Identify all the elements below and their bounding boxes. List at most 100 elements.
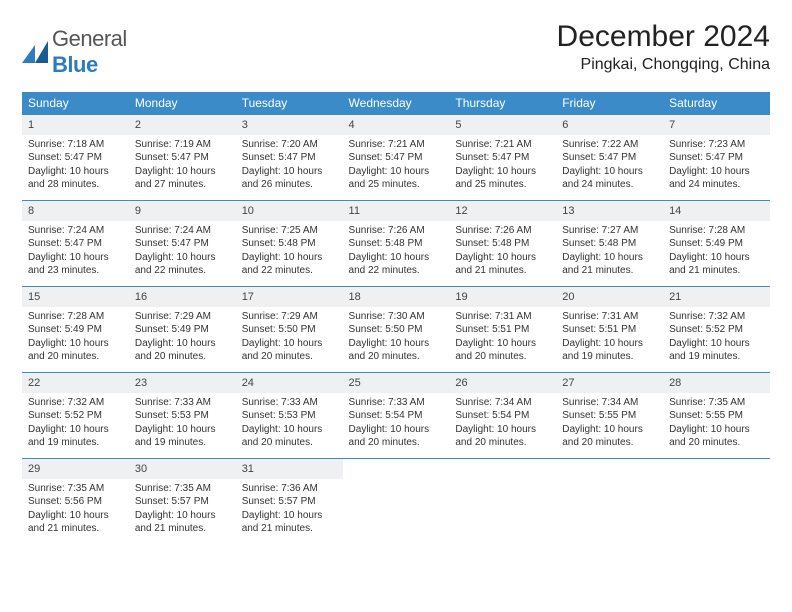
day-header: Wednesday bbox=[343, 92, 450, 115]
sunrise: Sunrise: 7:35 AM bbox=[28, 482, 123, 496]
sunset: Sunset: 5:54 PM bbox=[455, 409, 550, 423]
day-header: Saturday bbox=[663, 92, 770, 115]
daylight: Daylight: 10 hours and 21 minutes. bbox=[669, 251, 764, 278]
date-number: 18 bbox=[343, 287, 450, 307]
daylight: Daylight: 10 hours and 19 minutes. bbox=[669, 337, 764, 364]
sunset: Sunset: 5:51 PM bbox=[562, 323, 657, 337]
date-number: 23 bbox=[129, 373, 236, 393]
sunrise: Sunrise: 7:33 AM bbox=[242, 396, 337, 410]
sunset: Sunset: 5:53 PM bbox=[242, 409, 337, 423]
sunrise: Sunrise: 7:21 AM bbox=[349, 138, 444, 152]
day-details: Sunrise: 7:29 AMSunset: 5:50 PMDaylight:… bbox=[236, 307, 343, 366]
day-cell: 26 Sunrise: 7:34 AMSunset: 5:54 PMDayligh… bbox=[449, 373, 556, 459]
day-cell: 25Sunrise: 7:33 AMSunset: 5:54 PMDayligh… bbox=[343, 373, 450, 459]
daylight: Daylight: 10 hours and 19 minutes. bbox=[28, 423, 123, 450]
sunset: Sunset: 5:52 PM bbox=[28, 409, 123, 423]
sunrise: Sunrise: 7:33 AM bbox=[135, 396, 230, 410]
daylight: Daylight: 10 hours and 20 minutes. bbox=[349, 337, 444, 364]
day-details: Sunrise: 7:35 AMSunset: 5:55 PMDaylight:… bbox=[663, 393, 770, 452]
sunrise: Sunrise: 7:36 AM bbox=[242, 482, 337, 496]
day-header: Sunday bbox=[22, 92, 129, 115]
sunset: Sunset: 5:53 PM bbox=[135, 409, 230, 423]
daylight: Daylight: 10 hours and 25 minutes. bbox=[455, 165, 550, 192]
day-cell: 14Sunrise: 7:28 AMSunset: 5:49 PMDayligh… bbox=[663, 201, 770, 287]
date-number: 21 bbox=[663, 287, 770, 307]
date-number: 27 bbox=[556, 373, 663, 393]
day-cell: 23Sunrise: 7:33 AMSunset: 5:53 PMDayligh… bbox=[129, 373, 236, 459]
sunset: Sunset: 5:50 PM bbox=[349, 323, 444, 337]
logo: General Blue bbox=[22, 26, 127, 78]
date-number: 2 bbox=[129, 115, 236, 135]
sunset: Sunset: 5:47 PM bbox=[455, 151, 550, 165]
title-block: December 2024 Pingkai, Chongqing, China bbox=[557, 20, 770, 74]
daylight: Daylight: 10 hours and 20 minutes. bbox=[135, 337, 230, 364]
day-cell: 1Sunrise: 7:18 AMSunset: 5:47 PMDaylight… bbox=[22, 115, 129, 201]
daylight: Daylight: 10 hours and 22 minutes. bbox=[135, 251, 230, 278]
sunset: Sunset: 5:50 PM bbox=[242, 323, 337, 337]
logo-part2: Blue bbox=[52, 52, 98, 77]
day-details: Sunrise: 7:34 AMSunset: 5:55 PMDaylight:… bbox=[556, 393, 663, 452]
day-cell bbox=[663, 459, 770, 545]
day-details: Sunrise: 7:26 AMSunset: 5:48 PMDaylight:… bbox=[449, 221, 556, 280]
date-number: 19 bbox=[449, 287, 556, 307]
date-number: 6 bbox=[556, 115, 663, 135]
daylight: Daylight: 10 hours and 19 minutes. bbox=[562, 337, 657, 364]
day-details: Sunrise: 7:18 AMSunset: 5:47 PMDaylight:… bbox=[22, 135, 129, 194]
day-details: Sunrise: 7:35 AMSunset: 5:57 PMDaylight:… bbox=[129, 479, 236, 538]
sunset: Sunset: 5:48 PM bbox=[562, 237, 657, 251]
day-details: Sunrise: 7:32 AMSunset: 5:52 PMDaylight:… bbox=[22, 393, 129, 452]
day-cell: 17Sunrise: 7:29 AMSunset: 5:50 PMDayligh… bbox=[236, 287, 343, 373]
day-header: Tuesday bbox=[236, 92, 343, 115]
sunset: Sunset: 5:56 PM bbox=[28, 495, 123, 509]
day-details: Sunrise: 7:26 AMSunset: 5:48 PMDaylight:… bbox=[343, 221, 450, 280]
day-cell: 5Sunrise: 7:21 AMSunset: 5:47 PMDaylight… bbox=[449, 115, 556, 201]
daylight: Daylight: 10 hours and 20 minutes. bbox=[455, 423, 550, 450]
logo-part1: General bbox=[52, 26, 127, 51]
daylight: Daylight: 10 hours and 27 minutes. bbox=[135, 165, 230, 192]
week-row: 1Sunrise: 7:18 AMSunset: 5:47 PMDaylight… bbox=[22, 115, 770, 201]
day-cell: 13Sunrise: 7:27 AMSunset: 5:48 PMDayligh… bbox=[556, 201, 663, 287]
logo-text: General Blue bbox=[52, 26, 127, 78]
date-number: 16 bbox=[129, 287, 236, 307]
sunset: Sunset: 5:47 PM bbox=[562, 151, 657, 165]
day-cell: 20Sunrise: 7:31 AMSunset: 5:51 PMDayligh… bbox=[556, 287, 663, 373]
daylight: Daylight: 10 hours and 20 minutes. bbox=[242, 337, 337, 364]
sunrise: Sunrise: 7:29 AM bbox=[242, 310, 337, 324]
day-details: Sunrise: 7:24 AMSunset: 5:47 PMDaylight:… bbox=[129, 221, 236, 280]
day-cell: 27Sunrise: 7:34 AMSunset: 5:55 PMDayligh… bbox=[556, 373, 663, 459]
daylight: Daylight: 10 hours and 21 minutes. bbox=[562, 251, 657, 278]
sunset: Sunset: 5:57 PM bbox=[242, 495, 337, 509]
day-header-row: Sunday Monday Tuesday Wednesday Thursday… bbox=[22, 92, 770, 115]
day-details: Sunrise: 7:21 AMSunset: 5:47 PMDaylight:… bbox=[343, 135, 450, 194]
day-cell: 16Sunrise: 7:29 AMSunset: 5:49 PMDayligh… bbox=[129, 287, 236, 373]
day-details: Sunrise: 7:28 AMSunset: 5:49 PMDaylight:… bbox=[663, 221, 770, 280]
daylight: Daylight: 10 hours and 20 minutes. bbox=[349, 423, 444, 450]
day-cell: 6Sunrise: 7:22 AMSunset: 5:47 PMDaylight… bbox=[556, 115, 663, 201]
day-cell: 21Sunrise: 7:32 AMSunset: 5:52 PMDayligh… bbox=[663, 287, 770, 373]
day-cell: 3Sunrise: 7:20 AMSunset: 5:47 PMDaylight… bbox=[236, 115, 343, 201]
sunset: Sunset: 5:51 PM bbox=[455, 323, 550, 337]
sunrise: Sunrise: 7:32 AM bbox=[28, 396, 123, 410]
sunset: Sunset: 5:47 PM bbox=[242, 151, 337, 165]
day-details: Sunrise: 7:25 AMSunset: 5:48 PMDaylight:… bbox=[236, 221, 343, 280]
sunrise: Sunrise: 7:31 AM bbox=[455, 310, 550, 324]
day-details: Sunrise: 7:24 AMSunset: 5:47 PMDaylight:… bbox=[22, 221, 129, 280]
daylight: Daylight: 10 hours and 21 minutes. bbox=[135, 509, 230, 536]
sunrise: Sunrise: 7:28 AM bbox=[28, 310, 123, 324]
daylight: Daylight: 10 hours and 20 minutes. bbox=[455, 337, 550, 364]
date-number: 1 bbox=[22, 115, 129, 135]
day-details: Sunrise: 7:31 AMSunset: 5:51 PMDaylight:… bbox=[449, 307, 556, 366]
sunrise: Sunrise: 7:34 AM bbox=[455, 396, 550, 410]
sunrise: Sunrise: 7:33 AM bbox=[349, 396, 444, 410]
sunset: Sunset: 5:48 PM bbox=[455, 237, 550, 251]
daylight: Daylight: 10 hours and 20 minutes. bbox=[562, 423, 657, 450]
date-number: 26 bbox=[449, 373, 556, 393]
sunrise: Sunrise: 7:24 AM bbox=[28, 224, 123, 238]
date-number: 11 bbox=[343, 201, 450, 221]
day-details: Sunrise: 7:20 AMSunset: 5:47 PMDaylight:… bbox=[236, 135, 343, 194]
day-details: Sunrise: 7:33 AMSunset: 5:54 PMDaylight:… bbox=[343, 393, 450, 452]
date-number: 14 bbox=[663, 201, 770, 221]
sunset: Sunset: 5:48 PM bbox=[349, 237, 444, 251]
date-number: 12 bbox=[449, 201, 556, 221]
date-number: 29 bbox=[22, 459, 129, 479]
